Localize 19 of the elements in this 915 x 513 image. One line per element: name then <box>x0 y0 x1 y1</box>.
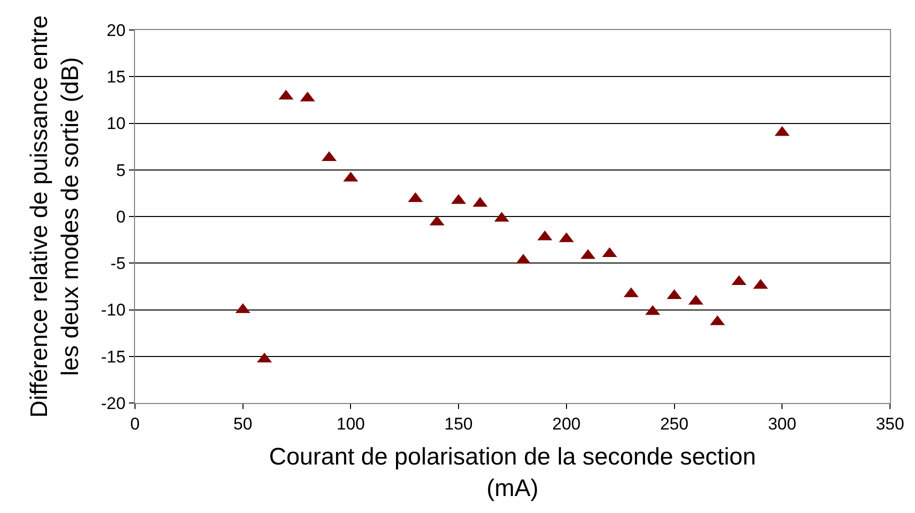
y-tick-label: -5 <box>110 254 126 274</box>
y-tick-label: 0 <box>116 207 126 226</box>
x-tick-label: 0 <box>130 414 140 434</box>
x-tick-label: 150 <box>444 414 473 434</box>
x-tick-label: 200 <box>552 414 581 434</box>
y-axis-title: Différence relative de puissance entre les deux modes de sortie (dB) <box>26 15 84 418</box>
x-tick-label: 250 <box>660 414 688 434</box>
x-tick-label: 350 <box>876 414 904 434</box>
y-tick-label: -20 <box>101 394 126 413</box>
x-tick-label: 50 <box>233 414 252 434</box>
x-tick-label: 100 <box>336 414 365 434</box>
y-tick-label: 10 <box>106 114 126 134</box>
y-tick-label: 20 <box>106 20 126 40</box>
y-tick-label: 5 <box>116 160 126 180</box>
y-tick-label: 15 <box>106 68 126 87</box>
y-tick-label: -15 <box>101 347 126 366</box>
x-axis-title: Courant de polarisation de la seconde section (mA) <box>269 444 756 502</box>
y-tick-label: -10 <box>101 300 126 320</box>
x-tick-label: 300 <box>768 414 796 434</box>
